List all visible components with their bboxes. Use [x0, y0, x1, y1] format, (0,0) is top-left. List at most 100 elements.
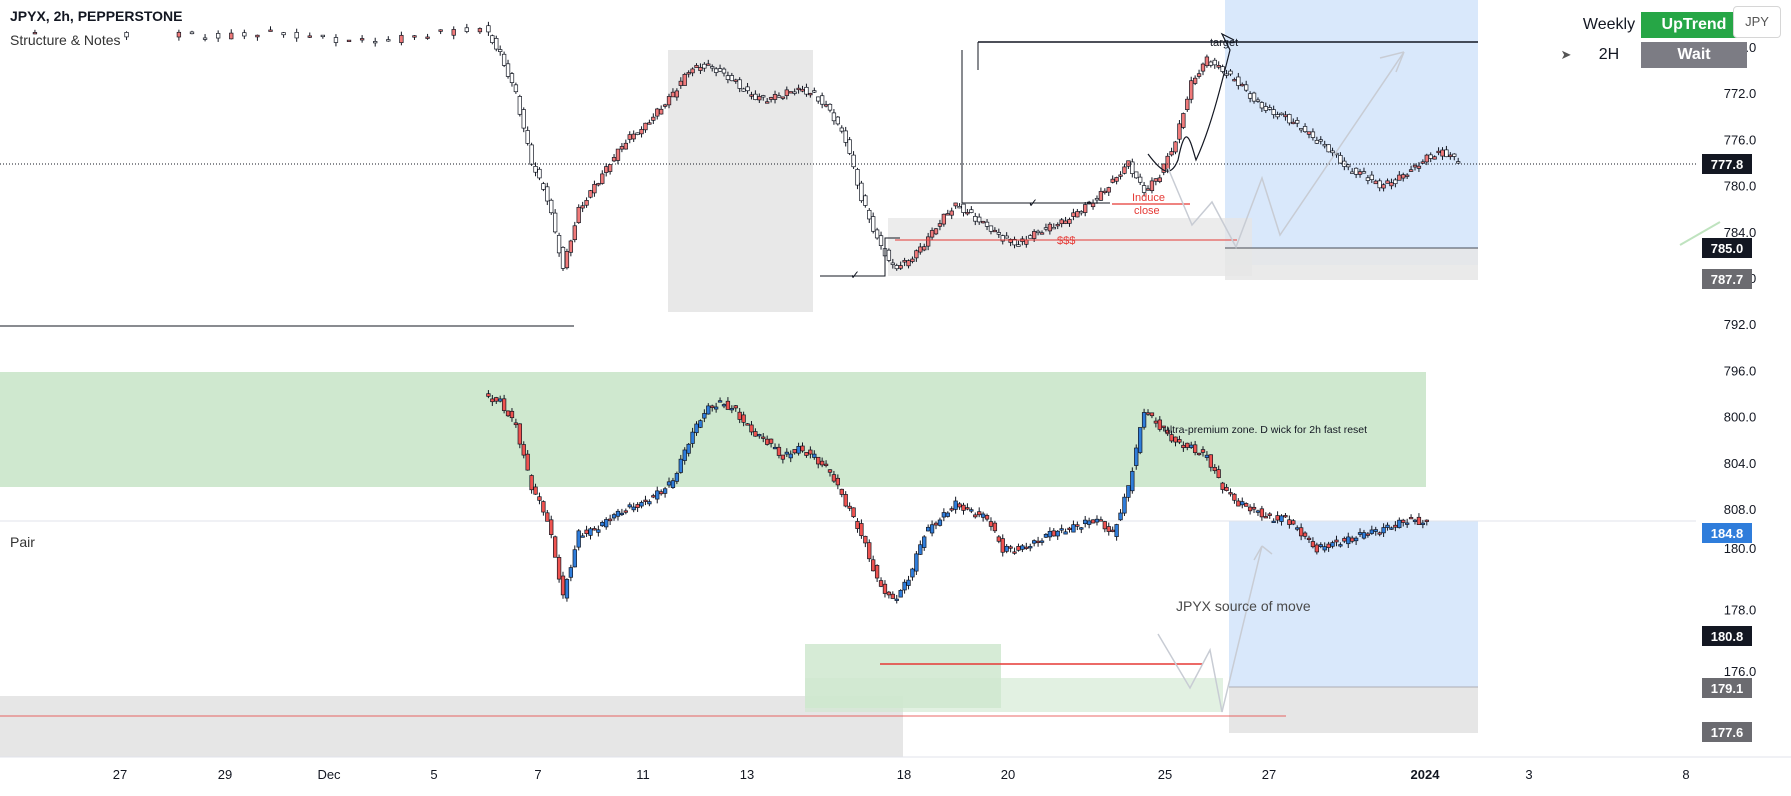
- candle-body: [1106, 526, 1111, 532]
- candle-body: [1094, 518, 1100, 523]
- candle-body: [1216, 469, 1221, 478]
- candle-body: [1071, 524, 1076, 533]
- candle-body: [1338, 544, 1343, 547]
- candle-body: [1432, 156, 1437, 160]
- trend-status: UpTrend: [1641, 12, 1747, 38]
- candle-body: [1012, 551, 1017, 554]
- candle-body: [1138, 427, 1143, 453]
- candle-body: [1075, 211, 1080, 218]
- y-tick-label: 780.0: [1724, 179, 1757, 194]
- candle-body: [1255, 510, 1261, 513]
- candle-body: [953, 202, 958, 207]
- candle-body: [929, 230, 935, 238]
- candle-body: [784, 89, 789, 96]
- candle-body: [1212, 467, 1217, 472]
- price-label-box: [1702, 626, 1752, 646]
- candle-body: [745, 86, 750, 92]
- candle-body: [1110, 178, 1115, 183]
- candle-body: [1110, 529, 1115, 532]
- candle-body: [902, 581, 907, 591]
- candle-body: [1181, 113, 1186, 128]
- candle-body: [1314, 140, 1320, 144]
- candle-body: [670, 480, 676, 488]
- timeframe-label: Weekly: [1582, 16, 1636, 33]
- zone-note: ultra-premium zone. D wick for 2h fast r…: [1164, 424, 1367, 436]
- candle-body: [1318, 139, 1323, 142]
- candle-body: [509, 73, 515, 83]
- candle-body: [1405, 522, 1410, 525]
- candle-body: [812, 90, 817, 93]
- candle-body: [1310, 131, 1316, 138]
- candle-body: [1247, 506, 1253, 512]
- candle-body: [501, 398, 507, 411]
- candle-body: [819, 95, 825, 105]
- candle-body: [1114, 524, 1119, 537]
- candle-body: [906, 579, 911, 586]
- candle-body: [1149, 412, 1155, 417]
- candle-body: [741, 414, 746, 423]
- candle-body: [992, 522, 998, 532]
- candle-body: [761, 95, 766, 98]
- candle-body: [831, 112, 837, 122]
- candle-body: [1157, 419, 1162, 430]
- candle-body: [949, 508, 954, 511]
- candle-body: [969, 509, 974, 512]
- x-tick-label: 3: [1525, 767, 1532, 782]
- candle-body: [1302, 532, 1308, 537]
- x-tick-label: 5: [430, 767, 437, 782]
- x-tick-label: 27: [1262, 767, 1276, 782]
- candle-body: [945, 213, 950, 216]
- candle-body: [835, 116, 840, 125]
- candle-body: [600, 522, 605, 527]
- candle-body: [513, 84, 519, 93]
- candle-body: [643, 499, 648, 502]
- decor-green-stroke: [1679, 221, 1721, 246]
- candle-body: [611, 514, 617, 519]
- candle-body: [788, 453, 793, 459]
- candle-body: [918, 544, 923, 555]
- candle-body: [910, 568, 915, 578]
- candle-body: [694, 65, 699, 68]
- candle-body: [1247, 93, 1253, 99]
- currency-button[interactable]: JPY: [1733, 6, 1781, 38]
- candle-body: [1134, 447, 1139, 466]
- candle-body: [1165, 155, 1170, 170]
- candle-body: [1185, 442, 1190, 448]
- candle-body: [804, 452, 809, 456]
- candle-body: [1416, 516, 1422, 525]
- candle-body: [922, 246, 927, 251]
- candle-body: [651, 116, 656, 121]
- candle-body: [1267, 107, 1272, 110]
- candle-body: [957, 503, 962, 508]
- candle-body: [1334, 539, 1339, 543]
- candle-body: [1283, 515, 1288, 518]
- candle-body: [1232, 79, 1237, 82]
- candle-body: [772, 94, 778, 100]
- candle-body: [922, 536, 927, 548]
- candle-body: [965, 507, 970, 510]
- candle-body: [662, 104, 668, 107]
- candle-body: [1177, 123, 1182, 140]
- candle-body: [937, 223, 943, 227]
- candle-body: [914, 553, 919, 572]
- candle-body: [564, 579, 570, 599]
- candle-body: [1153, 420, 1159, 424]
- candle-body: [867, 209, 872, 220]
- candle-body: [1228, 70, 1233, 75]
- candle-body: [706, 63, 711, 66]
- candle-body: [969, 209, 974, 213]
- candle-body: [796, 446, 801, 454]
- candle-body: [765, 438, 770, 445]
- candle-body: [1302, 126, 1308, 133]
- candle-body: [1393, 524, 1398, 528]
- candle-body: [713, 68, 719, 73]
- candle-body: [1346, 164, 1351, 168]
- candle-body: [1271, 520, 1276, 523]
- candle-body: [984, 515, 990, 520]
- liquidity-label: $$$: [1057, 235, 1075, 247]
- candle-body: [1393, 179, 1398, 185]
- candle-body: [898, 590, 903, 598]
- candle-body: [1032, 231, 1037, 239]
